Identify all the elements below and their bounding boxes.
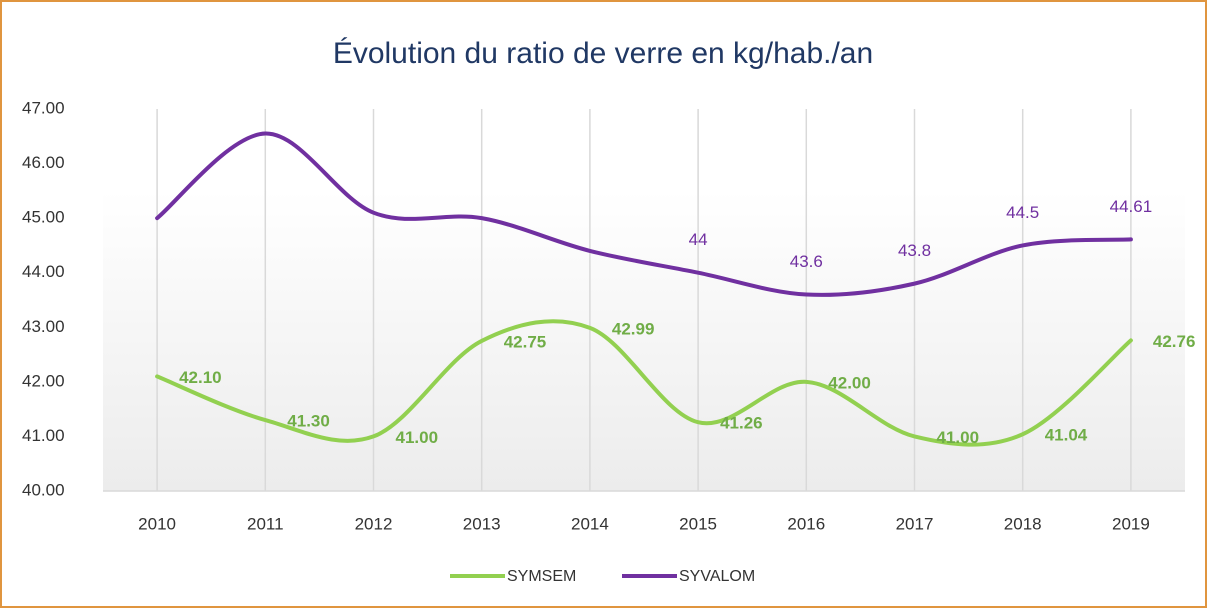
x-tick-label: 2010 <box>138 514 176 533</box>
y-tick-label: 46.00 <box>22 153 65 172</box>
data-label: 42.75 <box>504 332 547 351</box>
x-tick-label: 2012 <box>355 514 393 533</box>
x-tick-label: 2016 <box>787 514 825 533</box>
chart-title: Évolution du ratio de verre en kg/hab./a… <box>333 37 873 70</box>
y-tick-label: 42.00 <box>22 371 65 390</box>
x-tick-label: 2018 <box>1004 514 1042 533</box>
y-tick-label: 47.00 <box>22 98 65 117</box>
data-label: 41.00 <box>396 428 439 447</box>
x-tick-label: 2014 <box>571 514 609 533</box>
data-label: 42.00 <box>828 373 871 392</box>
data-label: 41.04 <box>1045 426 1088 445</box>
data-label: 42.76 <box>1153 332 1196 351</box>
data-label: 43.8 <box>898 241 931 260</box>
data-label: 41.00 <box>937 428 980 447</box>
y-tick-label: 40.00 <box>22 480 65 499</box>
x-tick-label: 2019 <box>1112 514 1150 533</box>
data-label: 41.30 <box>287 412 330 431</box>
x-tick-label: 2011 <box>247 514 284 533</box>
x-tick-label: 2017 <box>896 514 934 533</box>
data-label: 42.10 <box>179 368 222 387</box>
data-label: 44.5 <box>1006 203 1039 222</box>
x-tick-label: 2013 <box>463 514 501 533</box>
data-label: 42.99 <box>612 319 655 338</box>
data-label: 44 <box>689 230 708 249</box>
legend-label: SYVALOM <box>679 568 755 585</box>
legend-label: SYMSEM <box>507 568 576 585</box>
y-tick-label: 41.00 <box>22 426 65 445</box>
data-label: 44.61 <box>1110 197 1153 216</box>
data-label: 41.26 <box>720 414 763 433</box>
data-label: 43.6 <box>790 252 823 271</box>
y-tick-label: 45.00 <box>22 208 65 227</box>
series-line <box>155 131 1133 297</box>
y-tick-label: 43.00 <box>22 317 65 336</box>
x-tick-label: 2015 <box>679 514 717 533</box>
series-line <box>155 319 1133 447</box>
y-tick-label: 44.00 <box>22 262 65 281</box>
